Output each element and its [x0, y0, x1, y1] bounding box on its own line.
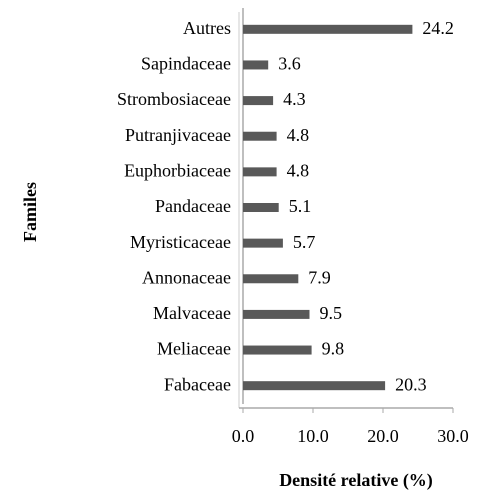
- data-label: 7.9: [308, 267, 331, 287]
- data-label: 24.2: [422, 18, 454, 38]
- bar: [243, 381, 386, 391]
- bar: [243, 309, 310, 319]
- y-tick-label: Euphorbiaceae: [124, 160, 231, 180]
- bar: [243, 96, 274, 106]
- x-tick-label: 0.0: [232, 426, 255, 446]
- data-label: 3.6: [278, 54, 301, 74]
- bar: [243, 167, 277, 177]
- bar: [243, 131, 277, 141]
- y-tick-label: Sapindaceae: [141, 54, 231, 74]
- x-axis-label: Densité relative (%): [279, 470, 433, 491]
- y-tick-label: Myristicaceae: [130, 232, 231, 252]
- y-tick-label: Malvaceae: [153, 303, 231, 323]
- y-tick-label: Autres: [183, 18, 231, 38]
- y-tick-label: Fabaceae: [164, 374, 231, 394]
- data-label: 9.5: [320, 303, 343, 323]
- data-label: 5.7: [293, 232, 316, 252]
- bar: [243, 345, 312, 355]
- data-label: 4.3: [283, 89, 306, 109]
- bar: [243, 238, 283, 248]
- data-label: 5.1: [289, 196, 312, 216]
- bar: [243, 274, 299, 284]
- x-tick-label: 30.0: [437, 426, 469, 446]
- x-tick-label: 10.0: [297, 426, 329, 446]
- data-label: 20.3: [395, 374, 427, 394]
- y-axis-label: Familes: [20, 182, 40, 242]
- data-label: 4.8: [287, 125, 310, 145]
- y-tick-label: Annonaceae: [142, 267, 231, 287]
- y-tick-label: Putranjivaceae: [125, 125, 231, 145]
- y-tick-label: Pandaceae: [155, 196, 231, 216]
- bar: [243, 60, 269, 70]
- y-tick-label: Strombosiaceae: [117, 89, 231, 109]
- bar: [243, 24, 413, 34]
- x-tick-label: 20.0: [367, 426, 399, 446]
- data-label: 9.8: [322, 339, 345, 359]
- y-tick-label: Meliaceae: [157, 339, 231, 359]
- bar: [243, 203, 279, 212]
- data-label: 4.8: [287, 160, 310, 180]
